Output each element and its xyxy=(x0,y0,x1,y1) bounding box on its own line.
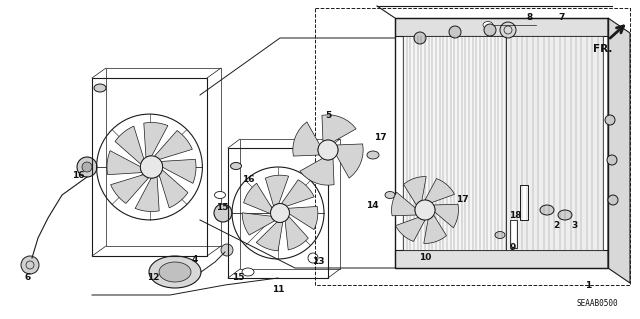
Bar xyxy=(506,36,603,250)
Text: 15: 15 xyxy=(216,204,228,212)
Circle shape xyxy=(605,115,615,125)
Ellipse shape xyxy=(495,232,505,239)
Polygon shape xyxy=(135,177,159,211)
Circle shape xyxy=(414,32,426,44)
Text: 18: 18 xyxy=(509,211,521,219)
Ellipse shape xyxy=(483,21,493,28)
Circle shape xyxy=(214,204,232,222)
Text: 12: 12 xyxy=(147,273,159,283)
Bar xyxy=(403,36,506,250)
Circle shape xyxy=(271,204,289,222)
Circle shape xyxy=(308,253,318,263)
Bar xyxy=(240,139,340,269)
Text: 16: 16 xyxy=(72,170,84,180)
Polygon shape xyxy=(434,204,458,228)
Bar xyxy=(520,185,528,220)
Text: 17: 17 xyxy=(456,196,468,204)
Ellipse shape xyxy=(159,262,191,282)
Circle shape xyxy=(449,26,461,38)
Text: SEAAB0500: SEAAB0500 xyxy=(577,299,618,308)
Text: 6: 6 xyxy=(25,273,31,283)
Text: 2: 2 xyxy=(553,220,559,229)
Circle shape xyxy=(318,140,338,160)
Bar xyxy=(510,220,517,248)
Polygon shape xyxy=(107,151,142,175)
Text: 1: 1 xyxy=(585,280,591,290)
Text: 5: 5 xyxy=(325,110,331,120)
Polygon shape xyxy=(161,159,196,183)
Ellipse shape xyxy=(230,162,241,169)
Ellipse shape xyxy=(149,256,201,288)
Polygon shape xyxy=(392,192,417,216)
Polygon shape xyxy=(111,175,148,204)
Bar xyxy=(106,68,221,246)
Polygon shape xyxy=(242,213,275,235)
Circle shape xyxy=(221,244,233,256)
Ellipse shape xyxy=(385,191,395,198)
FancyBboxPatch shape xyxy=(395,18,608,36)
Polygon shape xyxy=(285,217,308,250)
Polygon shape xyxy=(288,206,318,230)
Polygon shape xyxy=(396,218,425,241)
FancyBboxPatch shape xyxy=(395,250,608,268)
Polygon shape xyxy=(425,179,454,203)
Polygon shape xyxy=(282,180,314,206)
Polygon shape xyxy=(608,18,630,283)
Polygon shape xyxy=(266,175,289,206)
Polygon shape xyxy=(115,126,144,164)
Bar xyxy=(228,148,328,278)
Text: 13: 13 xyxy=(312,257,324,266)
Text: 7: 7 xyxy=(559,13,565,23)
Polygon shape xyxy=(404,177,426,205)
Circle shape xyxy=(82,162,92,172)
Polygon shape xyxy=(256,222,283,251)
Circle shape xyxy=(21,256,39,274)
Text: 9: 9 xyxy=(510,243,516,253)
Text: FR.: FR. xyxy=(593,44,612,54)
Ellipse shape xyxy=(214,191,225,198)
Text: 3: 3 xyxy=(572,220,578,229)
Ellipse shape xyxy=(367,151,379,159)
Ellipse shape xyxy=(540,205,554,215)
Polygon shape xyxy=(159,170,188,208)
Polygon shape xyxy=(424,215,447,243)
Polygon shape xyxy=(154,130,193,159)
Text: 11: 11 xyxy=(272,286,284,294)
Bar xyxy=(92,78,207,256)
Polygon shape xyxy=(144,122,168,157)
Circle shape xyxy=(608,195,618,205)
Text: 16: 16 xyxy=(242,175,254,184)
Circle shape xyxy=(607,155,617,165)
Circle shape xyxy=(140,156,163,178)
Polygon shape xyxy=(293,122,319,156)
Text: 8: 8 xyxy=(527,13,533,23)
Ellipse shape xyxy=(242,268,254,276)
Ellipse shape xyxy=(558,210,572,220)
Ellipse shape xyxy=(94,84,106,92)
Bar xyxy=(395,18,608,268)
Circle shape xyxy=(415,200,435,220)
Text: 10: 10 xyxy=(419,254,431,263)
Circle shape xyxy=(500,22,516,38)
Circle shape xyxy=(77,157,97,177)
Text: 4: 4 xyxy=(192,256,198,264)
Text: 15: 15 xyxy=(232,273,244,283)
Polygon shape xyxy=(337,144,363,178)
Circle shape xyxy=(484,24,496,36)
Polygon shape xyxy=(300,159,334,185)
Polygon shape xyxy=(244,183,272,214)
Text: 17: 17 xyxy=(374,133,387,143)
Polygon shape xyxy=(322,115,356,142)
Text: 14: 14 xyxy=(365,201,378,210)
